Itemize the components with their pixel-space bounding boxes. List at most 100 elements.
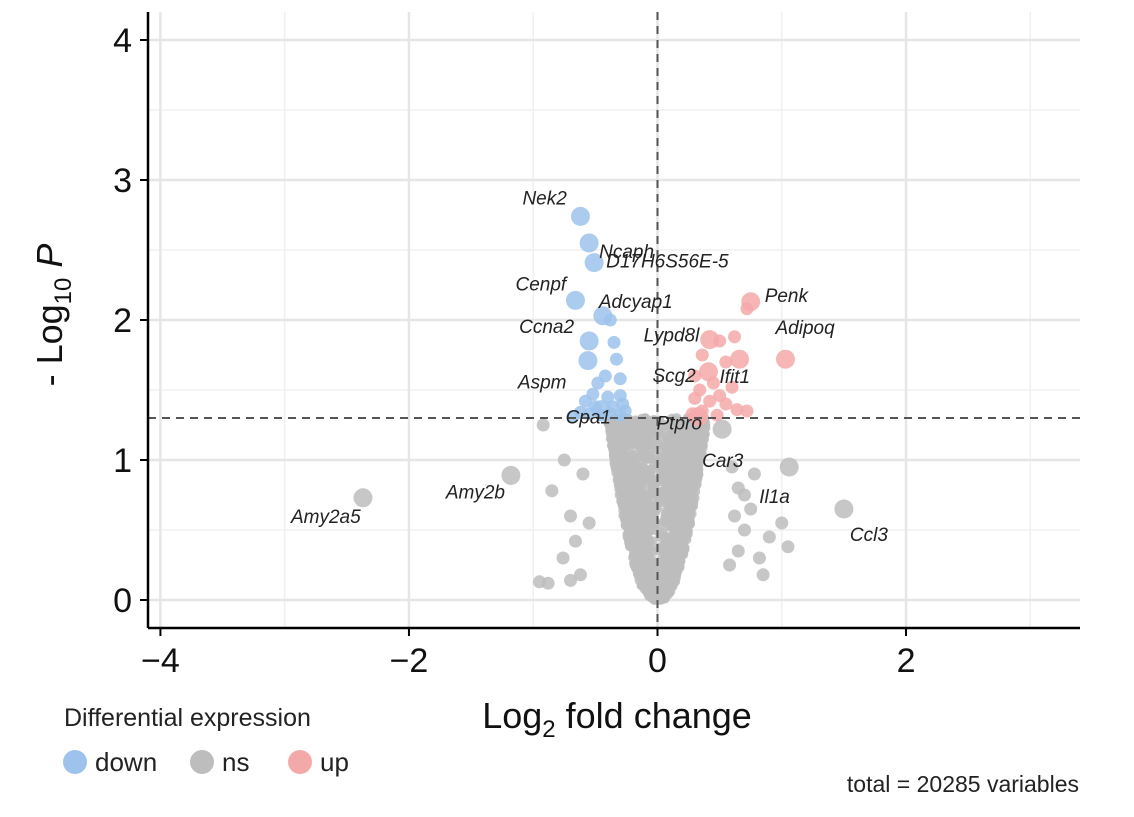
x-tick-label: 2 (897, 642, 916, 680)
ns-point (649, 507, 660, 518)
gene-label: Cenpf (515, 274, 567, 295)
ns-point (657, 458, 668, 469)
y-axis-title: - Log10 P (29, 244, 77, 387)
ns-point (683, 426, 694, 437)
gene-label: Ifit1 (720, 367, 751, 388)
ns-point (762, 530, 776, 544)
ns-point (737, 488, 751, 502)
ns-point (672, 479, 683, 490)
up-point (725, 380, 739, 394)
gene-label: Cpa1 (566, 408, 611, 429)
ns-point (608, 429, 619, 440)
y-tick-label: 3 (113, 162, 132, 200)
gene-label: Ptpro (657, 414, 702, 435)
ns-point (536, 418, 550, 432)
ns-point (660, 484, 671, 495)
labeled-point (570, 206, 590, 226)
gene-label: D17H6S56E-5 (606, 252, 729, 273)
ns-point (662, 431, 673, 442)
gene-label: Nek2 (522, 188, 567, 209)
ns-point (637, 450, 648, 461)
gene-label: Penk (765, 286, 810, 307)
ns-point (582, 516, 596, 530)
ns-point (632, 531, 643, 542)
ns-point (635, 510, 646, 521)
labeled-point (700, 330, 720, 350)
ns-point (568, 534, 582, 548)
labeled-point (779, 457, 799, 477)
up-point (703, 394, 717, 408)
ns-point (573, 568, 587, 582)
labeled-point (689, 407, 709, 427)
gene-label: Aspm (517, 373, 567, 394)
ns-point (576, 467, 590, 481)
ns-point (656, 573, 667, 584)
ns-point (625, 541, 636, 552)
ns-point (564, 573, 578, 587)
labeled-point (593, 306, 613, 326)
labeled-point (592, 400, 612, 420)
y-tick-label: 0 (113, 582, 132, 620)
down-point (578, 394, 592, 408)
ns-point (756, 568, 770, 582)
gene-label: Ccl3 (850, 525, 888, 546)
ns-point (669, 425, 680, 436)
ns-point (737, 523, 751, 537)
ns-point (613, 466, 624, 477)
ns-point (541, 576, 555, 590)
ns-point (556, 551, 570, 565)
ns-point (725, 460, 739, 474)
ns-point (625, 416, 636, 427)
ns-point (639, 440, 650, 451)
down-point (591, 376, 605, 390)
caption: total = 20285 variables (847, 771, 1079, 797)
labeled-point (775, 349, 795, 369)
ns-point (657, 594, 668, 605)
gene-label: Scg2 (652, 366, 696, 387)
ns-point (668, 452, 679, 463)
up-point (688, 369, 702, 383)
tick-labels: −4 −2 0 2 0 1 2 3 4 (113, 22, 915, 680)
data-points (353, 206, 854, 590)
ns-point (677, 547, 688, 558)
ns-point (747, 467, 761, 481)
ns-point (672, 534, 683, 545)
labeled-point (578, 351, 598, 371)
legend-title: Differential expression (64, 704, 311, 732)
labeled-point (565, 290, 585, 310)
gene-label: Adipoq (774, 318, 835, 339)
gene-label: Car3 (702, 451, 744, 472)
ns-point (624, 527, 635, 538)
ns-point (680, 481, 691, 492)
ns-point (625, 496, 636, 507)
x-tick-label: 0 (648, 642, 667, 680)
up-point (719, 397, 733, 411)
legend-swatch-down (63, 750, 87, 774)
ns-point (673, 417, 684, 428)
ns-point (693, 428, 704, 439)
labeled-point (698, 362, 718, 382)
ns-point (664, 441, 675, 452)
threshold-lines (148, 12, 1080, 628)
down-point (601, 390, 615, 404)
ns-point (723, 558, 737, 572)
ns-point (637, 490, 648, 501)
ns-point (676, 434, 687, 445)
labeled-point (501, 465, 521, 485)
ns-point (679, 465, 690, 476)
ns-point (775, 516, 789, 530)
ns-point (676, 497, 687, 508)
ns-point (625, 486, 636, 497)
ns-point (625, 471, 636, 482)
ns-point (639, 525, 650, 536)
legend-swatch-up (288, 750, 312, 774)
ns-point (631, 439, 642, 450)
ns-point (633, 501, 644, 512)
ns-point (648, 558, 659, 569)
ns-point (661, 477, 672, 488)
labeled-point (712, 419, 732, 439)
gene-label: Amy2b (445, 482, 505, 503)
legend-swatch-ns (190, 750, 214, 774)
ns-point (672, 563, 683, 574)
